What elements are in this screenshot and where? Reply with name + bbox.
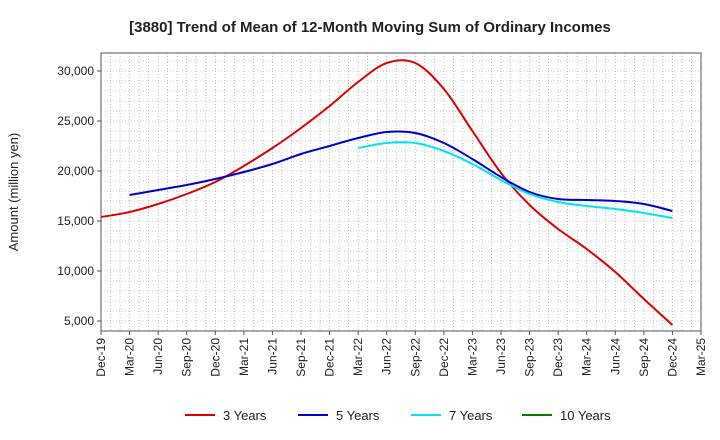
y-tick-label: 5,000 [64,314,94,328]
x-tick-label: Dec-21 [323,338,337,377]
legend-label-10-years: 10 Years [560,408,611,423]
y-tick-label: 30,000 [57,64,94,78]
x-axis: Dec-19 Mar-20 Jun-20 Sep-20 Dec-20 Mar-21 Jun-… [94,331,708,377]
x-tick-label: Sep-22 [408,338,422,377]
legend-label-7-years: 7 Years [449,408,493,423]
x-tick-label: Mar-21 [237,338,251,376]
x-tick-label: Dec-19 [94,338,108,377]
x-tick-label: Dec-20 [208,338,222,377]
x-tick-label: Sep-21 [294,338,308,377]
x-tick-label: Jun-23 [494,338,508,375]
y-tick-label: 15,000 [57,214,94,228]
x-tick-label: Dec-22 [437,338,451,377]
series-group [100,59,674,326]
y-tick-label: 10,000 [57,264,94,278]
x-tick-label: Mar-22 [351,338,365,376]
legend-label-3-years: 3 Years [223,408,267,423]
grid [101,53,701,331]
legend-label-5-years: 5 Years [336,408,380,423]
x-tick-label: Sep-20 [180,338,194,377]
x-tick-label: Mar-20 [123,338,137,376]
x-tick-label: Mar-23 [465,338,479,376]
x-tick-label: Jun-22 [380,338,394,375]
x-tick-label: Jun-21 [265,338,279,375]
series-line-3-years [100,59,674,326]
x-tick-label: Jun-24 [608,338,622,375]
x-tick-label: Mar-25 [694,338,708,376]
y-axis: 5,000 10,000 15,000 20,000 25,000 30,000 [57,64,101,328]
x-tick-label: Dec-23 [551,338,565,377]
y-tick-label: 25,000 [57,114,94,128]
x-tick-label: Dec-24 [665,338,679,377]
chart-title: [3880] Trend of Mean of 12-Month Moving … [129,19,611,36]
x-tick-label: Sep-23 [523,338,537,377]
series-line-7-years [357,141,673,219]
x-tick-label: Sep-24 [637,338,651,377]
y-tick-label: 20,000 [57,164,94,178]
plot-area [100,52,702,332]
x-tick-label: Jun-20 [151,338,165,375]
legend: 3 Years 5 Years 7 Years 10 Years [185,408,611,423]
series-line-5-years [129,130,673,212]
x-tick-label: Mar-24 [580,338,594,376]
y-axis-label: Amount (million yen) [6,133,21,252]
